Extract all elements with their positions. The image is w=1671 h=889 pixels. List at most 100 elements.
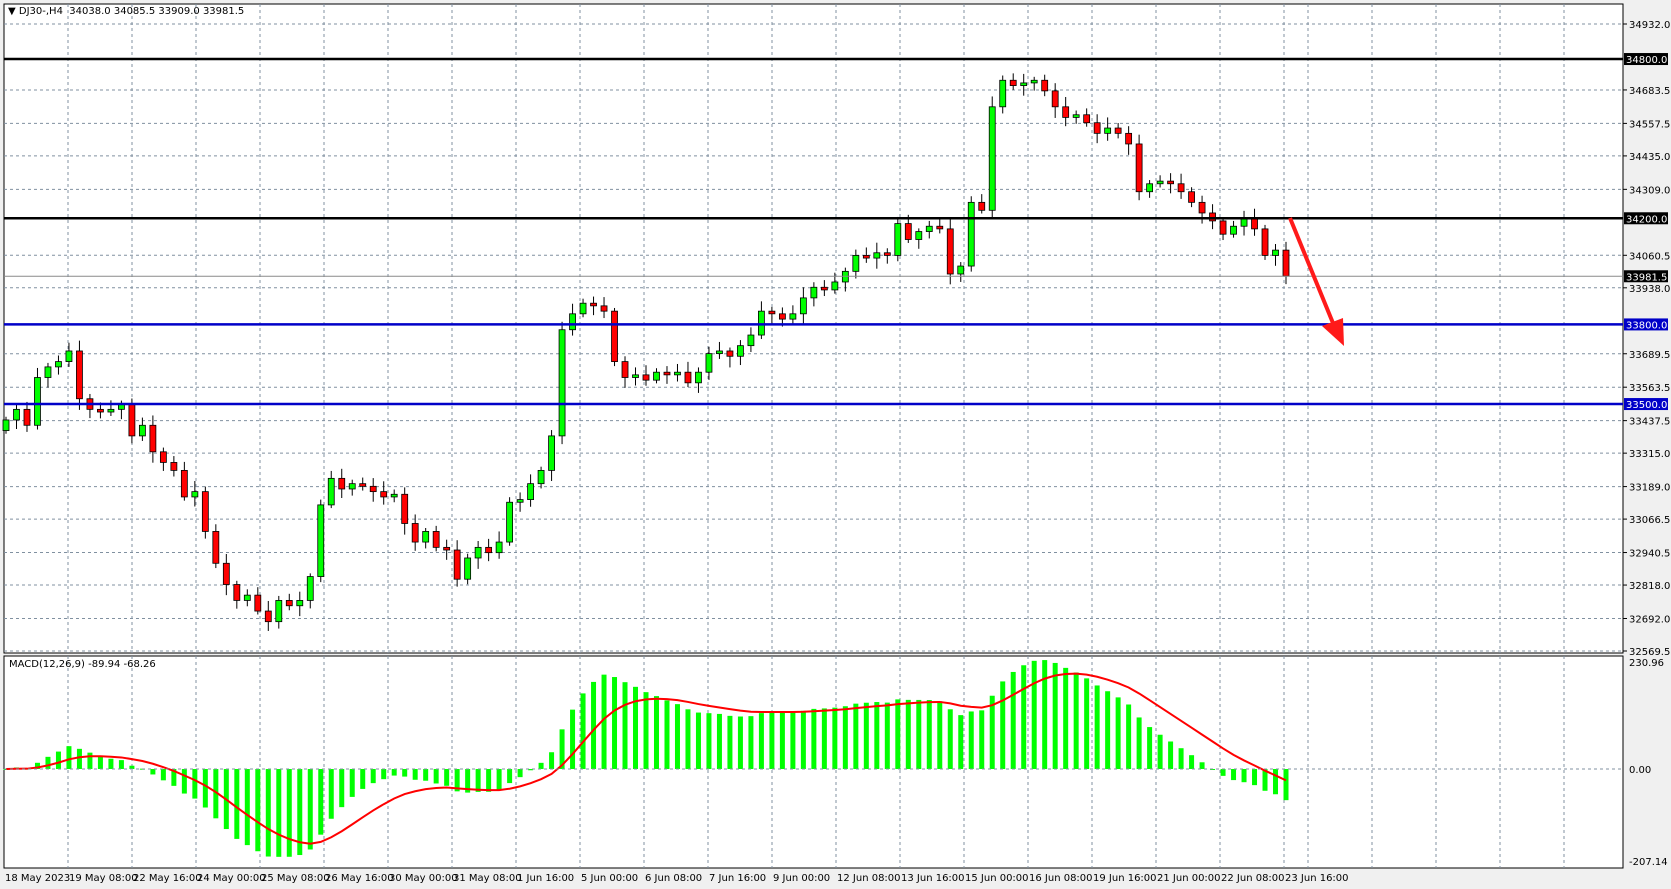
macd-bar [1262, 769, 1268, 791]
candle-body [747, 334, 755, 347]
candle [611, 307, 618, 367]
candle-body [44, 366, 52, 378]
macd-bar [34, 762, 40, 769]
candle-body [1177, 183, 1185, 193]
macd-bar [255, 769, 261, 852]
candle [474, 540, 482, 569]
candle-body [453, 549, 461, 580]
macd-bar [517, 769, 523, 778]
candle [411, 514, 419, 551]
candle-body [254, 594, 262, 612]
macd-bar [1084, 678, 1090, 769]
candle [243, 589, 251, 607]
candle [1051, 83, 1059, 118]
price-axis-label: 34557.5 [1629, 119, 1670, 130]
main-panel [3, 3, 1624, 654]
candle-body [191, 491, 199, 498]
candle-body [810, 286, 818, 299]
macd-bar [412, 769, 418, 780]
macd-bar [612, 677, 618, 769]
level-label: 34200.0 [1626, 214, 1667, 225]
candle [422, 527, 430, 549]
candle-body [894, 223, 902, 256]
macd-bar [1252, 769, 1258, 786]
candle-body [600, 305, 608, 312]
collapse-triangle-icon[interactable]: ▼ [8, 6, 16, 17]
candle [275, 595, 283, 629]
candle-body [1072, 114, 1080, 118]
candle [390, 489, 398, 503]
candle-body [1251, 217, 1258, 230]
candle-body [348, 483, 356, 490]
candle [1146, 180, 1154, 198]
candle-body [149, 424, 157, 453]
macd-bar [423, 769, 429, 781]
candle [946, 219, 954, 285]
macd-bar [779, 712, 785, 769]
candle-body [548, 435, 555, 471]
candle-body [2, 419, 10, 431]
candle [1177, 173, 1185, 199]
macd-bar [737, 716, 743, 769]
candle [810, 282, 818, 307]
macd-bar [160, 769, 166, 781]
level-tag [1624, 318, 1668, 331]
candle [1209, 204, 1216, 230]
candle-body [128, 403, 136, 437]
candle [1093, 114, 1101, 144]
date-label: 16 Jun 08:00 [1029, 873, 1093, 884]
candle-body [201, 491, 209, 532]
candle [558, 321, 566, 445]
macd-bar [349, 769, 355, 797]
down-arrow-shaft [1288, 217, 1337, 329]
candle-body [327, 477, 335, 506]
macd-bar [979, 710, 985, 769]
macd-bar [1147, 727, 1153, 769]
date-label: 19 May 08:00 [69, 873, 138, 884]
candle-body [243, 594, 251, 601]
candle [663, 366, 671, 384]
price-axis-label: 33689.5 [1629, 350, 1670, 361]
price-axis-label: 33189.0 [1629, 483, 1670, 494]
candle-body [495, 541, 503, 554]
macd-bar [1273, 769, 1279, 795]
candle [1261, 224, 1269, 260]
candle [548, 430, 555, 482]
candle [590, 296, 597, 316]
candle-body [464, 557, 472, 580]
macd-bar [842, 706, 848, 769]
candle-body [296, 600, 304, 607]
macd-bar [66, 746, 72, 769]
candle [726, 347, 734, 368]
candle [621, 356, 629, 388]
macd-bar [1136, 717, 1142, 769]
candle-body [642, 374, 650, 381]
candle-body [904, 223, 912, 240]
candle [380, 481, 388, 505]
candle [1156, 175, 1164, 188]
date-label: 15 Jun 00:00 [965, 873, 1029, 884]
candle-body [306, 576, 314, 601]
macd-axis-label: -207.14 [1629, 857, 1668, 868]
macd-bar [769, 711, 775, 769]
date-label: 30 May 00:00 [389, 873, 458, 884]
candle-body [23, 408, 31, 426]
candle-body [212, 531, 220, 564]
macd-bar [1115, 697, 1121, 769]
macd-bar [297, 769, 303, 856]
candle-body [799, 297, 807, 315]
candle-body [789, 313, 797, 320]
candle [747, 327, 755, 353]
macd-bar [465, 769, 471, 793]
macd-bar [45, 756, 51, 769]
candle [23, 401, 31, 432]
candle-body [758, 310, 765, 336]
price-axis-label: 32692.0 [1629, 614, 1670, 625]
macd-bar [674, 704, 680, 769]
macd-bar [580, 693, 586, 769]
candle [737, 340, 744, 366]
candle-body [1020, 82, 1028, 86]
macd-bar [171, 769, 177, 786]
